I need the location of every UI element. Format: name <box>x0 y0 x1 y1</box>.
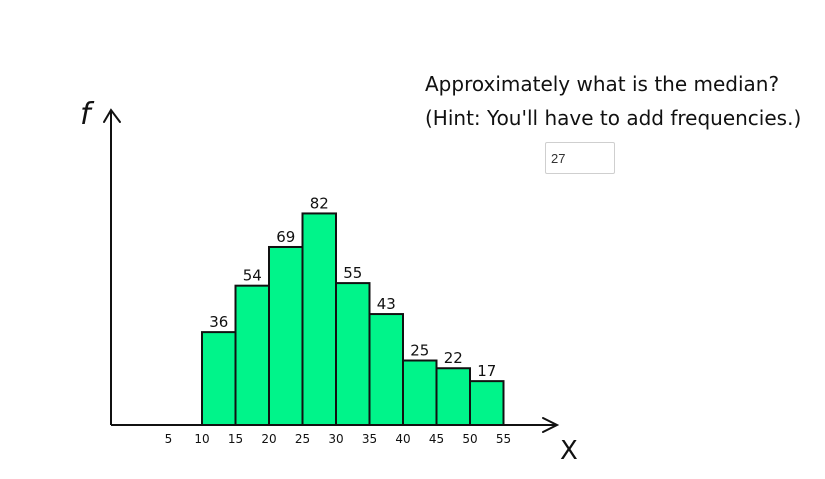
histogram-bar-15-20 <box>234 284 270 426</box>
question-text: Approximately what is the median? <box>425 72 780 96</box>
hint-text: (Hint: You'll have to add frequencies.) <box>425 106 802 130</box>
bar-value-label: 82 <box>310 194 329 212</box>
y-axis-arrowhead <box>103 108 121 123</box>
x-tick-label: 10 <box>194 432 209 446</box>
bar-value-label: 55 <box>343 264 362 282</box>
bar-value-label: 22 <box>444 349 463 367</box>
histogram-bar-50-55 <box>469 380 505 427</box>
histogram-bar-20-25 <box>268 245 304 426</box>
x-axis-arrowhead <box>542 417 560 433</box>
x-tick-label: 45 <box>429 432 444 446</box>
bar-value-label: 36 <box>209 313 228 331</box>
histogram-bar-10-15 <box>201 331 237 426</box>
y-axis-label: f <box>80 97 95 132</box>
x-tick-label: 40 <box>395 432 410 446</box>
answer-input[interactable] <box>545 142 615 174</box>
bar-value-label: 69 <box>276 228 295 246</box>
x-tick-label: 35 <box>362 432 377 446</box>
histogram-bar-45-50 <box>435 367 471 426</box>
histogram-bar-25-30 <box>301 212 337 426</box>
x-tick-label: 50 <box>462 432 477 446</box>
x-tick-label: 25 <box>295 432 310 446</box>
bar-value-label: 25 <box>410 342 429 360</box>
bar-value-label: 17 <box>477 362 496 380</box>
x-tick-label: 20 <box>261 432 276 446</box>
bar-value-label: 43 <box>377 295 396 313</box>
x-tick-label: 5 <box>165 432 173 446</box>
x-tick-label: 55 <box>496 432 511 446</box>
histogram-bar-40-45 <box>402 359 438 426</box>
x-tick-label: 30 <box>328 432 343 446</box>
x-tick-label: 15 <box>228 432 243 446</box>
x-tick-labels: 5 10 15 20 25 30 35 40 45 50 55 <box>165 432 511 446</box>
bars-layer <box>201 212 505 427</box>
bar-value-label: 54 <box>243 267 262 285</box>
histogram-bar-30-35 <box>335 282 371 426</box>
x-axis-label: X <box>560 436 578 466</box>
histogram-bar-35-40 <box>368 313 404 426</box>
value-labels-layer: 36 54 69 82 55 43 25 22 17 <box>209 194 496 380</box>
